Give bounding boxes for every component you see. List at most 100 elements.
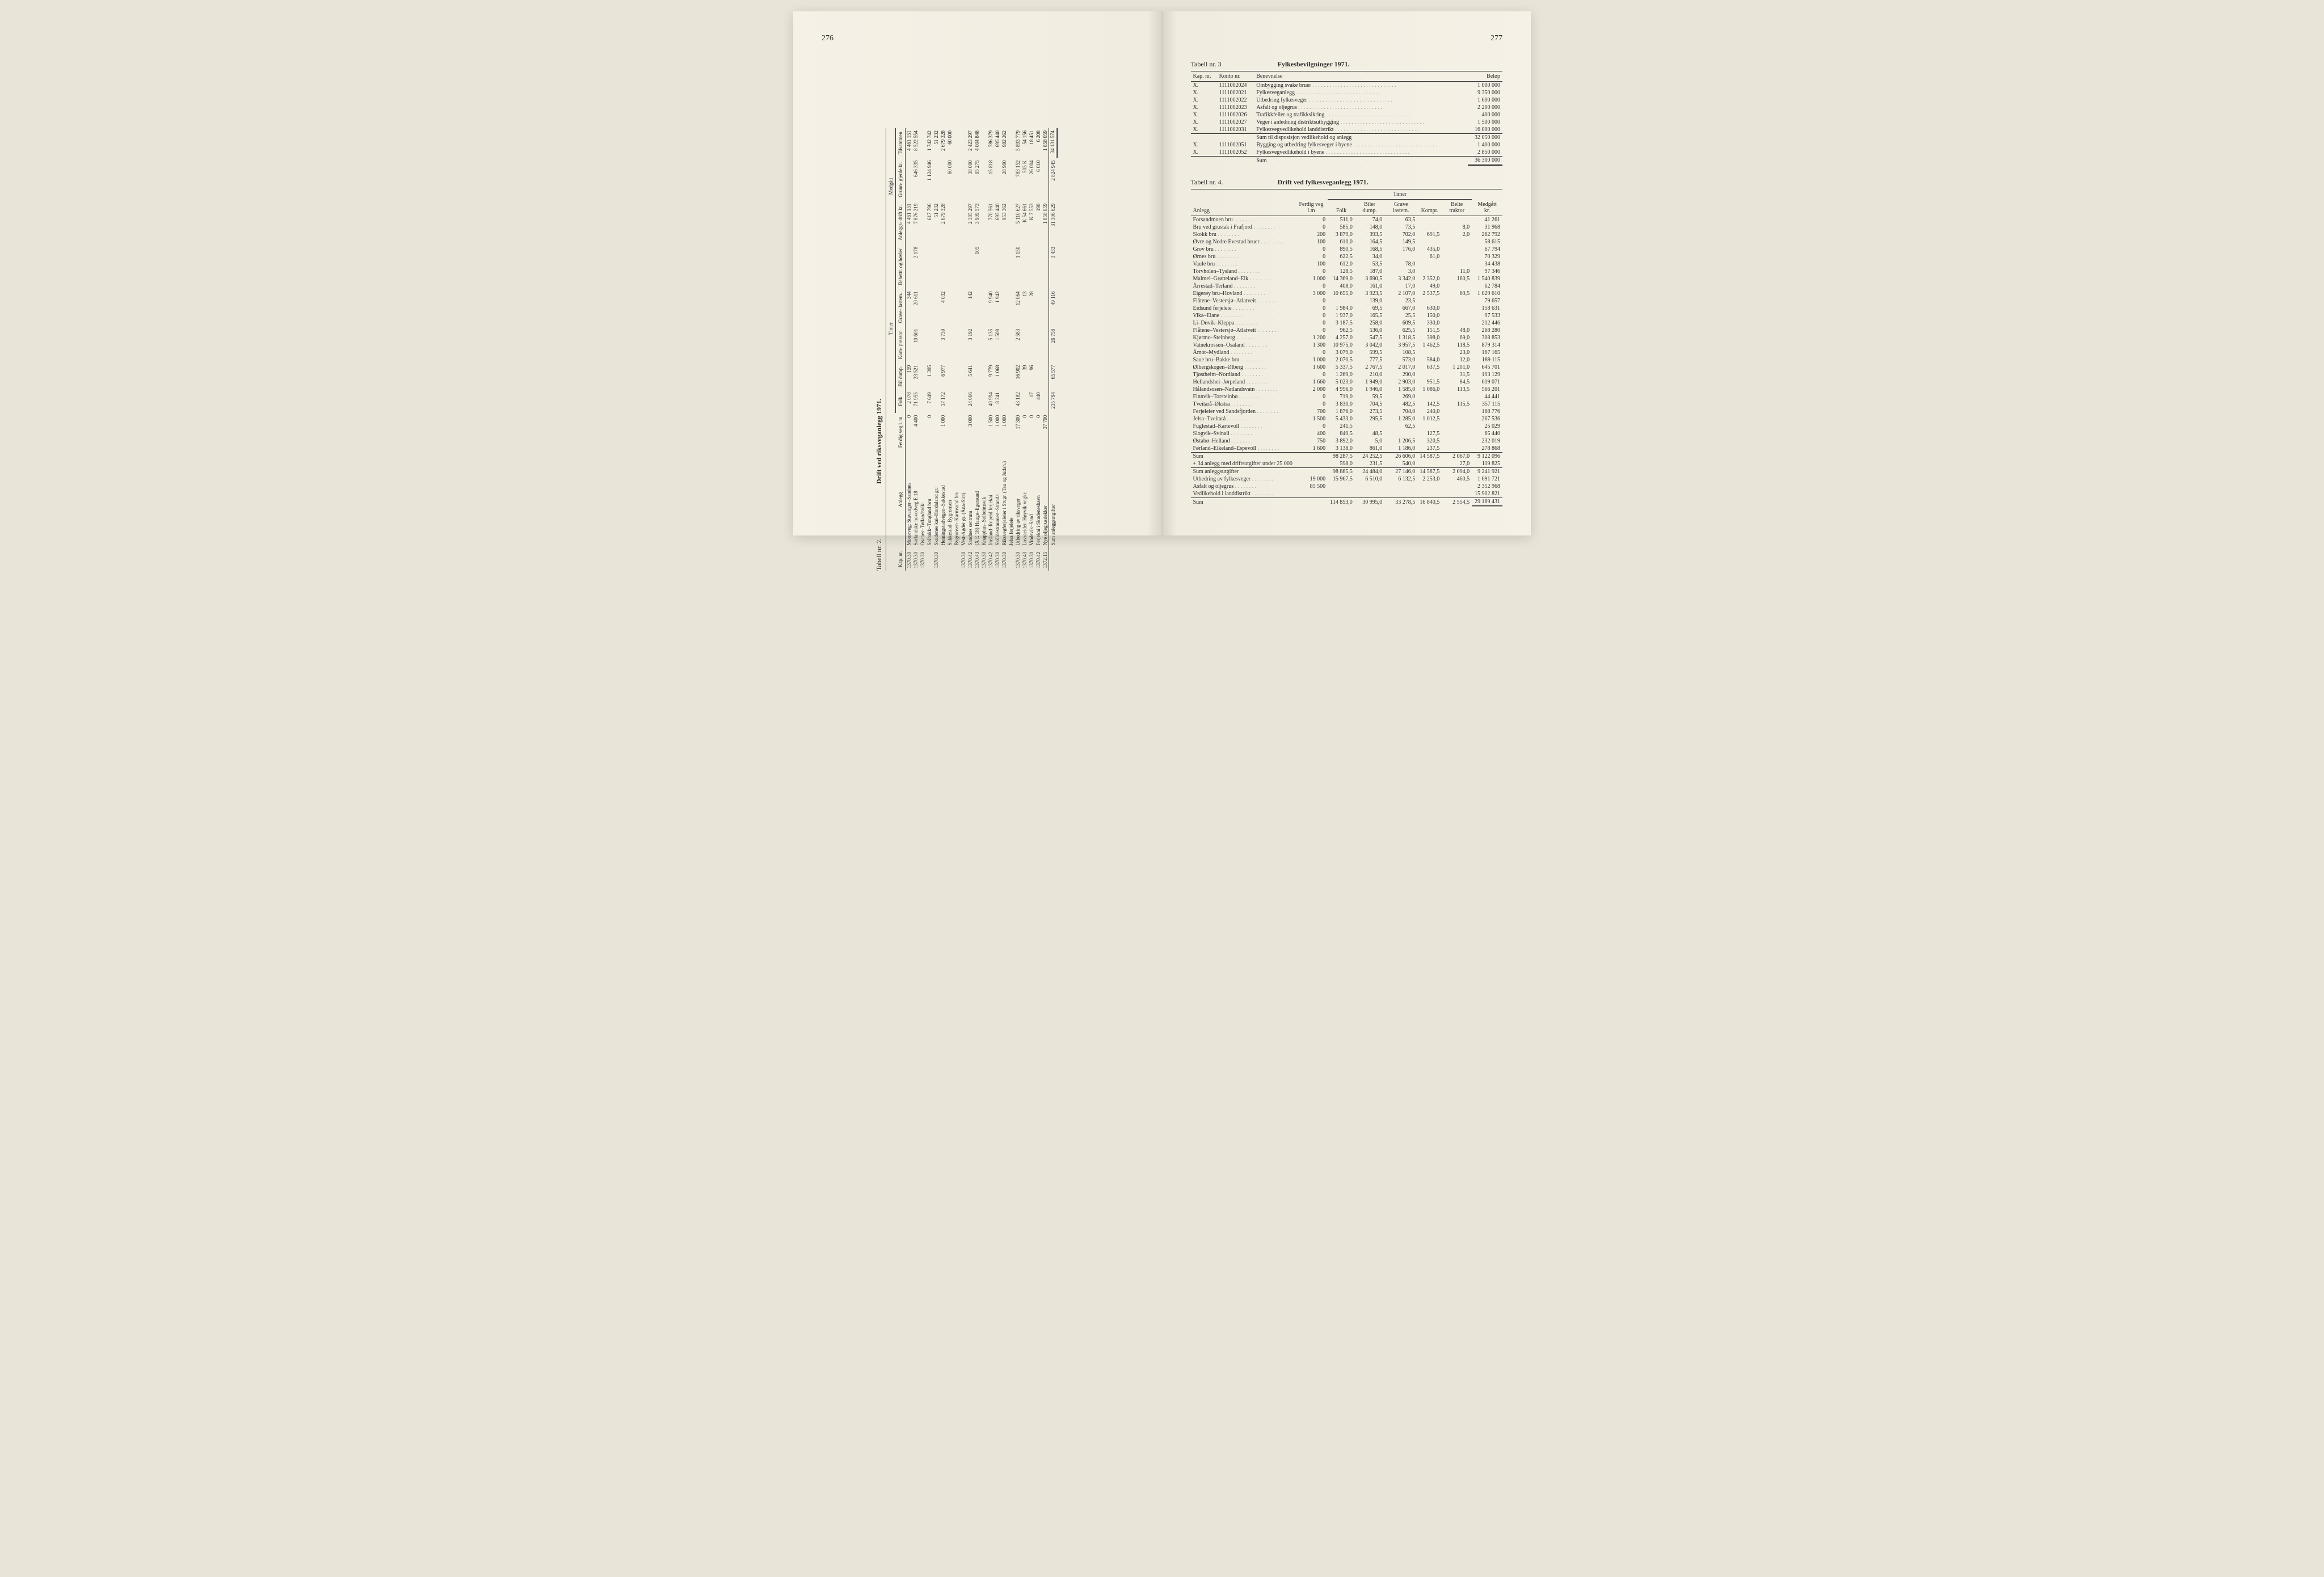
t4-name: Malmei–Grøtteland–Eik . . . . . . . . bbox=[1191, 275, 1295, 282]
t4e-biler bbox=[1355, 483, 1384, 490]
t4-biler: 34,0 bbox=[1355, 253, 1384, 260]
table-row: 1370.30Knapphus–Solheimsvik bbox=[980, 128, 987, 571]
t2-beh bbox=[919, 244, 926, 289]
t4-med: 41 261 bbox=[1472, 216, 1502, 224]
t2-grave: 28 bbox=[1028, 289, 1035, 327]
t4-biler: 3 042,0 bbox=[1355, 341, 1384, 349]
t4-plus34: + 34 anlegg med driftsutgifter under 25 … bbox=[1191, 460, 1295, 468]
t4-grave: 23,5 bbox=[1384, 297, 1417, 305]
table-row: Tjøstheim–Nordland . . . . . . . .01 269… bbox=[1191, 371, 1503, 378]
t2-grave: 1 942 bbox=[994, 289, 1001, 327]
t4-p34-belte: 27,0 bbox=[1442, 460, 1472, 468]
t2-drift: 2 679 328 bbox=[940, 201, 946, 244]
t2-grunn: 95 275 bbox=[974, 158, 980, 201]
t4-med: 212 446 bbox=[1472, 319, 1502, 327]
t4e-med: 1 691 721 bbox=[1472, 475, 1502, 483]
t4-belte: 84,5 bbox=[1442, 378, 1472, 386]
table-row: Kjørmo–Steinberg . . . . . . . .1 2004 2… bbox=[1191, 334, 1503, 341]
table-row: 1372.15Nye oljegrusdekker37 7001 858 059… bbox=[1042, 128, 1049, 571]
t2-beh bbox=[1042, 244, 1049, 289]
t4-h-medgatt: Medgått kr. bbox=[1472, 189, 1502, 216]
t2-beh bbox=[926, 244, 933, 289]
t4-grave: 482,5 bbox=[1384, 400, 1417, 408]
t4-folk bbox=[1328, 297, 1355, 305]
t4-med: 308 853 bbox=[1472, 334, 1502, 341]
t4-ferdig: 0 bbox=[1295, 224, 1328, 231]
t4-h-timer: Timer bbox=[1328, 189, 1472, 200]
t2-til bbox=[960, 128, 967, 158]
t2-til: 2 423 297 bbox=[967, 128, 974, 158]
t4-med: 97 533 bbox=[1472, 312, 1502, 319]
t2-name: Vest-Agder gr. (Åna-Sira) bbox=[960, 452, 967, 548]
t4-name: Fuglestad–Kartevoll . . . . . . . . bbox=[1191, 423, 1295, 430]
t4-belte: 8,0 bbox=[1442, 224, 1472, 231]
t2-folk: 17 bbox=[1028, 390, 1035, 412]
t4-name: Ferjeleier ved Sandsfjorden . . . . . . … bbox=[1191, 408, 1295, 415]
table-row: Solbakk–Tungland bru07 6491 395617 7961 … bbox=[926, 128, 933, 571]
table-row: X.1111002021Fylkesveganlegg . . . . . . … bbox=[1191, 89, 1503, 96]
t2-grave bbox=[960, 289, 967, 327]
t2-grunn: 15 818 bbox=[987, 158, 994, 201]
t4e-name: Vedlikehold i landdistrikt . . . . . . .… bbox=[1191, 490, 1295, 498]
table-row: Ørnes bru . . . . . . . .0622,534,061,07… bbox=[1191, 253, 1503, 260]
t2-folk: 8 241 bbox=[994, 390, 1001, 412]
t3-name: Bygging og utbedring fylkesveger i byene… bbox=[1254, 141, 1468, 149]
t2-beh bbox=[1008, 244, 1014, 289]
t4-biler: 165,5 bbox=[1355, 312, 1384, 319]
t4-folk: 849,5 bbox=[1328, 430, 1355, 437]
t3-name: Ombygging svake bruer . . . . . . . . . … bbox=[1254, 82, 1468, 90]
table2-title: Tabell nr. 2. Drift ved riksveganlegg 19… bbox=[875, 128, 883, 571]
t4-hs-belte: Belte traktor bbox=[1442, 200, 1472, 216]
t2-grunn bbox=[906, 158, 913, 201]
t2-drift: K 7 553 bbox=[1028, 201, 1035, 244]
t2-kap bbox=[940, 548, 946, 571]
t2-beh bbox=[953, 244, 960, 289]
t4-sum-label: Sum bbox=[1191, 453, 1295, 461]
t2-kom bbox=[906, 327, 913, 363]
t2-grave bbox=[946, 289, 953, 327]
t2-sum-grunn: 2 824 945 bbox=[1049, 158, 1057, 201]
t2-grunn bbox=[994, 158, 1001, 201]
t4-med: 167 165 bbox=[1472, 349, 1502, 356]
t2-kap: 1370.30 bbox=[933, 548, 940, 571]
t2-name: Bygronsen–Karmsund bru bbox=[953, 452, 960, 548]
t2-h-kap: Kap. nr. bbox=[886, 548, 906, 571]
t2-grunn bbox=[1008, 158, 1014, 201]
t4-grand-label: Sum bbox=[1191, 498, 1295, 507]
t2-grave bbox=[953, 289, 960, 327]
t4-kompr bbox=[1417, 349, 1442, 356]
t4-belte: 11,0 bbox=[1442, 268, 1472, 275]
t3-belop: 400 000 bbox=[1468, 111, 1502, 119]
t4-p34-folk: 598,0 bbox=[1328, 460, 1355, 468]
t4-kompr: 1 086,0 bbox=[1417, 386, 1442, 393]
t2-drift: 51 232 bbox=[933, 201, 940, 244]
t2-ferdig: 17 300 bbox=[1014, 413, 1021, 452]
t4-folk: 719,0 bbox=[1328, 393, 1355, 400]
t4-med: 158 631 bbox=[1472, 305, 1502, 312]
t2-grave bbox=[919, 289, 926, 327]
t2-sum-bil: 65 577 bbox=[1049, 363, 1057, 390]
t3-belop: 1 400 000 bbox=[1468, 141, 1502, 149]
t4-med: 65 440 bbox=[1472, 430, 1502, 437]
t4-name: Skokk bru . . . . . . . . bbox=[1191, 231, 1295, 238]
t4-med: 189 115 bbox=[1472, 356, 1502, 364]
t4-name: Forsandmoen bru . . . . . . . . bbox=[1191, 216, 1295, 224]
t4e-biler: 6 510,0 bbox=[1355, 475, 1384, 483]
t4-grave: 269,0 bbox=[1384, 393, 1417, 400]
t2-grave: 9 940 bbox=[987, 289, 994, 327]
table-row: X.1111002024Ombygging svake bruer . . . … bbox=[1191, 82, 1503, 90]
t4-med: 79 657 bbox=[1472, 297, 1502, 305]
t4-name: Li–Døvik–Kleppa . . . . . . . . bbox=[1191, 319, 1295, 327]
t2-kom bbox=[960, 327, 967, 363]
t4-name: Bru ved grustak i Frafjord . . . . . . .… bbox=[1191, 224, 1295, 231]
t4-hs-grave: Grave lastem. bbox=[1384, 200, 1417, 216]
t2-kap: 1370.43 bbox=[974, 548, 980, 571]
t4-belte: 160,5 bbox=[1442, 275, 1472, 282]
t2-til: 6 208 bbox=[1035, 128, 1042, 158]
t2-grunn bbox=[1042, 158, 1049, 201]
t4-kompr bbox=[1417, 423, 1442, 430]
t2-grunn bbox=[953, 158, 960, 201]
t4-belte bbox=[1442, 253, 1472, 260]
t4-biler: 59,5 bbox=[1355, 393, 1384, 400]
t2-ferdig bbox=[960, 413, 967, 452]
